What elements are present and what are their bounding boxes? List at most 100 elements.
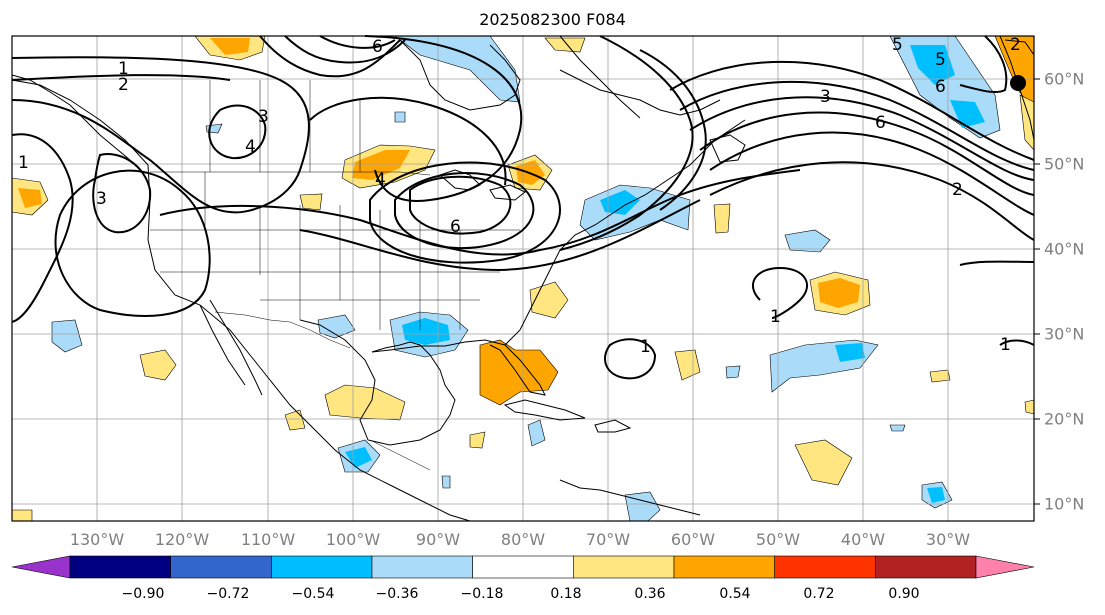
contour-line [369, 161, 561, 264]
lon-label: 70°W [585, 530, 631, 549]
positive-anomaly [479, 339, 559, 406]
contour-line [959, 260, 1035, 266]
contour-labels: 1 2 3 1 4 3 6 4 6 3 6 5 5 6 2 2 1 1 1 [18, 35, 1021, 357]
lat-label: 10°N [1044, 494, 1085, 514]
gulf-coast [299, 319, 456, 446]
negative-anomaly [394, 111, 406, 123]
contour-label: 6 [450, 217, 461, 237]
negative-anomaly [835, 343, 865, 362]
negative-anomaly [927, 487, 945, 503]
contour-line [159, 169, 801, 256]
positive-anomaly [1024, 399, 1035, 415]
hispaniola [594, 419, 632, 433]
colorbar-segment [673, 555, 775, 579]
contour-label: 2 [1010, 35, 1021, 55]
contour-label: 1 [640, 337, 651, 357]
contour-line [208, 104, 267, 160]
contour-label: 2 [118, 75, 129, 95]
contour-line [709, 161, 1035, 241]
contour-line [11, 74, 231, 81]
contour-line [959, 35, 1008, 94]
negative-anomaly [394, 35, 521, 103]
lon-label: 110°W [240, 530, 296, 549]
contour-line [319, 35, 396, 49]
gridlines [12, 36, 1034, 521]
labrador-coast [559, 69, 721, 116]
colorbar-segment [875, 555, 977, 579]
colorbar-segment [573, 555, 675, 579]
cuba [503, 399, 586, 421]
lon-label: 50°W [755, 530, 801, 549]
colorbar-tick-label: 0.90 [888, 586, 920, 602]
contour-label: 1 [118, 59, 129, 79]
positive-anomaly [469, 431, 486, 449]
positive-anomaly [11, 509, 33, 522]
contour-label: 6 [875, 113, 886, 133]
us-east-coast [504, 119, 746, 346]
lat-label: 60°N [1044, 69, 1085, 89]
contour-line [92, 153, 152, 234]
contour-label: 4 [375, 170, 386, 190]
colorbar-tick-label: −0.36 [375, 586, 419, 602]
negative-anomaly [441, 475, 451, 489]
contours [11, 35, 1035, 380]
us-gulf-coast [371, 339, 546, 396]
positive-anomaly [210, 38, 250, 55]
contour-line [364, 35, 523, 202]
lat-label: 40°N [1044, 239, 1085, 259]
colorbar-tick-label: 0.54 [719, 586, 751, 602]
colorbar-tick-label: −0.18 [460, 586, 504, 602]
colorbar-segment [170, 555, 272, 579]
positive-anomaly [818, 278, 860, 308]
lon-label: 100°W [325, 530, 381, 549]
contour-line [679, 80, 1035, 171]
contour-line [639, 49, 707, 211]
contour-line [559, 35, 694, 251]
contour-line [604, 338, 657, 380]
contour-label: 2 [952, 180, 963, 200]
lon-label: 60°W [670, 530, 716, 549]
iceland [1004, 39, 1035, 56]
colorbar-extend-min [11, 555, 71, 579]
colorbar-tick-label: 0.18 [550, 586, 582, 602]
contour-line [999, 339, 1035, 346]
central-america-border [369, 439, 431, 471]
lat-label: 30°N [1044, 324, 1085, 344]
contour-line [689, 96, 1035, 181]
contour-line [309, 96, 507, 186]
lat-label: 50°N [1044, 154, 1085, 174]
negative-anomaly [725, 365, 741, 379]
coastlines [11, 35, 1035, 522]
contour-label: 1 [1000, 335, 1011, 355]
lat-label: 20°N [1044, 409, 1085, 429]
colorbar-extend-max [975, 555, 1035, 579]
positive-anomaly [324, 384, 406, 421]
lon-label: 80°W [500, 530, 546, 549]
lon-label: 40°W [840, 530, 886, 549]
hudson-bay [399, 39, 521, 111]
negative-anomaly [784, 229, 831, 253]
contour-label: 5 [935, 50, 946, 70]
negative-anomaly [345, 447, 372, 468]
map-title: 2025082300 F084 [479, 10, 626, 29]
colorbar-tick-label: 0.36 [634, 586, 666, 602]
contour-label: 4 [245, 137, 256, 157]
positive-anomaly [674, 349, 701, 381]
lon-label: 130°W [69, 530, 125, 549]
contour-line [709, 131, 1035, 216]
colorbar-segment [472, 555, 574, 579]
colorbar-segment [371, 555, 473, 579]
positive-anomaly [544, 37, 586, 53]
positive-anomaly [299, 193, 323, 211]
positive-anomaly [18, 188, 42, 208]
positive-anomaly [713, 203, 731, 234]
lon-label: 90°W [415, 530, 461, 549]
negative-anomaly [624, 491, 661, 522]
lon-label: 120°W [154, 530, 210, 549]
great-lakes-east [489, 184, 526, 201]
negative-anomaly [950, 100, 985, 128]
alaska-coast [11, 74, 131, 161]
negative-anomaly [527, 419, 546, 447]
baffin-island [559, 35, 641, 119]
